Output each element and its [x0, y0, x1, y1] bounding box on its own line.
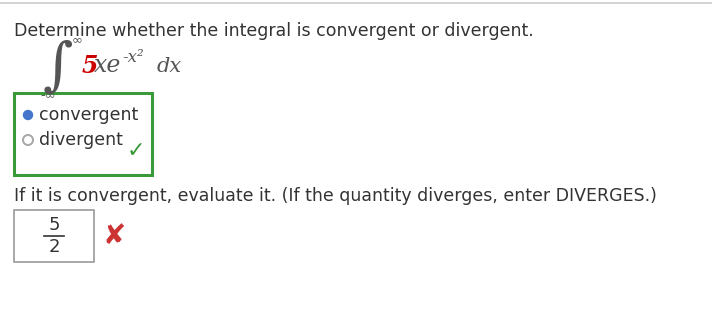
- Text: If it is convergent, evaluate it. (If the quantity diverges, enter DIVERGES.): If it is convergent, evaluate it. (If th…: [14, 187, 657, 205]
- Text: Determine whether the integral is convergent or divergent.: Determine whether the integral is conver…: [14, 22, 534, 40]
- Text: -x²: -x²: [122, 49, 144, 65]
- Bar: [14, 210, 94, 262]
- Circle shape: [23, 111, 33, 119]
- Text: ✘: ✘: [103, 222, 125, 250]
- Text: ∫: ∫: [43, 40, 73, 96]
- Text: ✓: ✓: [127, 141, 145, 161]
- Bar: [14, 93, 152, 175]
- Text: 5: 5: [48, 216, 60, 234]
- Text: 2: 2: [48, 238, 60, 256]
- Text: dx: dx: [157, 56, 182, 76]
- Text: divergent: divergent: [39, 131, 123, 149]
- Text: xe: xe: [94, 54, 121, 78]
- Text: -∞: -∞: [40, 88, 56, 101]
- Text: ∞: ∞: [72, 33, 83, 46]
- Text: 5: 5: [82, 54, 98, 78]
- Text: convergent: convergent: [39, 106, 138, 124]
